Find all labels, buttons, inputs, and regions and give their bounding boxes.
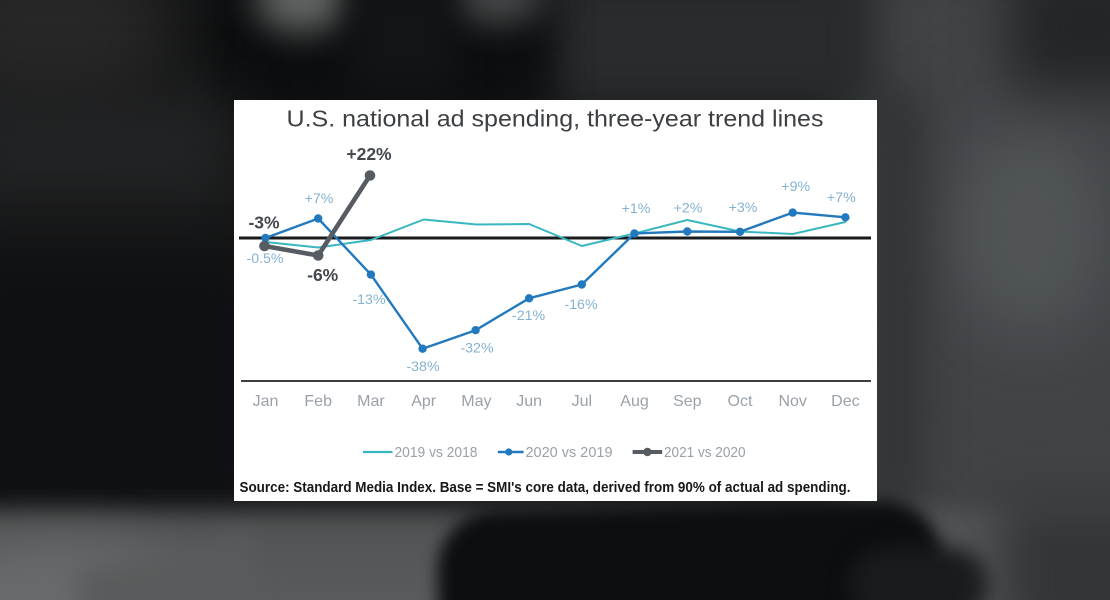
svg-text:Jan: Jan bbox=[253, 393, 279, 410]
svg-text:+9%: +9% bbox=[781, 179, 810, 195]
svg-text:+7%: +7% bbox=[827, 190, 856, 206]
svg-text:U.S. national ad spending, thr: U.S. national ad spending, three-year tr… bbox=[287, 106, 824, 132]
svg-text:+7%: +7% bbox=[305, 191, 334, 207]
svg-text:+1%: +1% bbox=[622, 201, 651, 217]
svg-text:-16%: -16% bbox=[564, 297, 598, 313]
svg-text:Mar: Mar bbox=[357, 393, 385, 410]
svg-text:+2%: +2% bbox=[674, 201, 703, 217]
svg-text:-38%: -38% bbox=[406, 359, 440, 375]
svg-text:Source: Standard Media Index.: Source: Standard Media Index. Base = SMI… bbox=[240, 480, 851, 496]
svg-text:2021 vs 2020: 2021 vs 2020 bbox=[664, 444, 746, 461]
svg-text:-6%: -6% bbox=[307, 265, 339, 285]
svg-text:Jul: Jul bbox=[572, 393, 592, 410]
svg-text:-32%: -32% bbox=[460, 341, 494, 357]
svg-text:-21%: -21% bbox=[512, 308, 546, 324]
svg-text:-3%: -3% bbox=[248, 213, 280, 233]
svg-text:-0.5%: -0.5% bbox=[246, 251, 283, 267]
svg-text:Feb: Feb bbox=[304, 393, 332, 410]
svg-text:Aug: Aug bbox=[620, 393, 648, 410]
svg-text:2019 vs 2018: 2019 vs 2018 bbox=[395, 444, 478, 461]
svg-text:+3%: +3% bbox=[729, 200, 758, 216]
svg-text:+22%: +22% bbox=[346, 144, 392, 164]
svg-text:Oct: Oct bbox=[728, 393, 753, 410]
svg-text:May: May bbox=[461, 393, 491, 410]
svg-text:2020 vs 2019: 2020 vs 2019 bbox=[526, 444, 613, 461]
svg-text:Jun: Jun bbox=[516, 393, 542, 410]
svg-text:-13%: -13% bbox=[352, 292, 386, 308]
svg-text:Sep: Sep bbox=[673, 393, 702, 410]
svg-text:Dec: Dec bbox=[831, 393, 859, 410]
svg-text:Nov: Nov bbox=[778, 393, 806, 410]
svg-text:Apr: Apr bbox=[411, 393, 437, 410]
